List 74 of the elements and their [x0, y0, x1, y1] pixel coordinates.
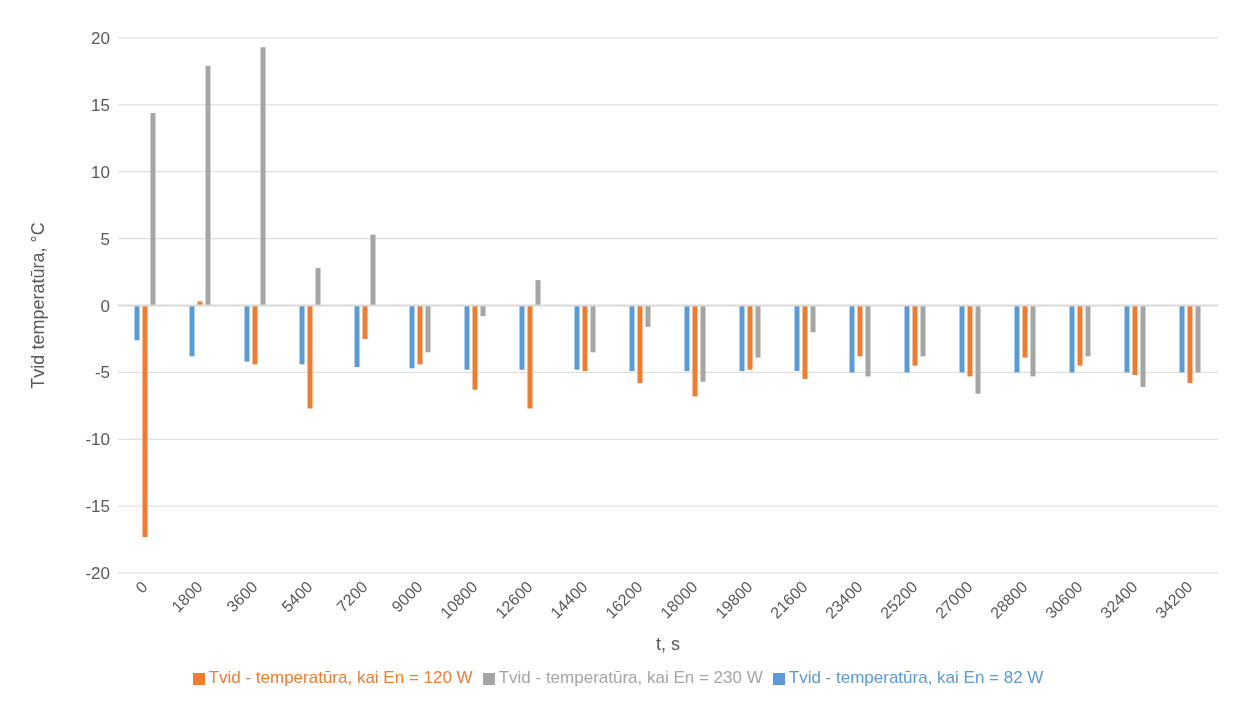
bar	[1179, 305, 1185, 373]
bar	[1195, 305, 1201, 373]
legend-label: Tvid - temperatūra, kai En = 82 W	[788, 668, 1044, 687]
bar	[975, 305, 981, 394]
bar	[574, 305, 580, 370]
bar	[142, 305, 148, 537]
y-tick-label: -15	[85, 497, 110, 517]
bar	[205, 66, 211, 306]
bar	[354, 305, 360, 368]
bar	[582, 305, 588, 372]
bar	[527, 305, 533, 409]
bar	[1132, 305, 1138, 376]
x-tick-label: 0	[132, 578, 151, 597]
bar	[629, 305, 635, 372]
bar	[912, 305, 918, 366]
bar	[1022, 305, 1028, 358]
bar	[692, 305, 698, 397]
y-tick-label: 0	[100, 296, 110, 316]
y-tick-label: 20	[91, 29, 110, 49]
bar	[370, 234, 376, 306]
bar	[150, 112, 156, 306]
bar	[747, 305, 753, 370]
bar	[865, 305, 871, 377]
bar	[700, 305, 706, 382]
bar	[739, 305, 745, 372]
bar	[244, 305, 250, 362]
bar	[959, 305, 965, 373]
bar	[315, 268, 321, 306]
y-tick-label: 10	[91, 162, 110, 182]
bar	[637, 305, 643, 384]
bar	[1030, 305, 1036, 377]
bar	[810, 305, 816, 333]
bar	[857, 305, 863, 357]
bar	[849, 305, 855, 373]
y-tick-label: -10	[85, 430, 110, 450]
y-tick-label: 15	[91, 95, 110, 115]
bar	[307, 305, 313, 409]
bar	[425, 305, 431, 353]
bar	[1077, 305, 1083, 366]
bar	[519, 305, 525, 370]
bar	[1069, 305, 1075, 373]
x-axis-title: t, s	[655, 634, 681, 654]
bar	[684, 305, 690, 372]
bar	[1124, 305, 1130, 373]
bar	[794, 305, 800, 372]
y-tick-label: 5	[100, 229, 110, 249]
bar	[197, 301, 203, 306]
bar	[252, 305, 258, 365]
bar	[1140, 305, 1146, 388]
bar	[535, 280, 541, 306]
bar	[920, 305, 926, 357]
y-axis-title: Tvid temperatūra, °C	[28, 222, 49, 389]
bar	[464, 305, 470, 370]
bar	[409, 305, 415, 369]
legend-label: Tvid - temperatūra, kai En = 120 W	[208, 668, 473, 687]
y-tick-label: -5	[94, 363, 110, 383]
bar	[802, 305, 808, 380]
bar	[1085, 305, 1091, 357]
bar	[755, 305, 761, 358]
y-tick-label: -20	[85, 564, 110, 584]
bar	[645, 305, 651, 327]
bar	[260, 47, 266, 306]
bar	[967, 305, 973, 377]
bar	[299, 305, 305, 365]
legend-label: Tvid - temperatūra, kai En = 230 W	[498, 668, 763, 687]
bar	[1014, 305, 1020, 373]
bar	[189, 305, 195, 357]
bar	[904, 305, 910, 373]
bar	[362, 305, 368, 339]
bar	[1187, 305, 1193, 384]
bar	[134, 305, 140, 341]
bar	[590, 305, 596, 353]
bar	[472, 305, 478, 390]
bar	[417, 305, 423, 365]
